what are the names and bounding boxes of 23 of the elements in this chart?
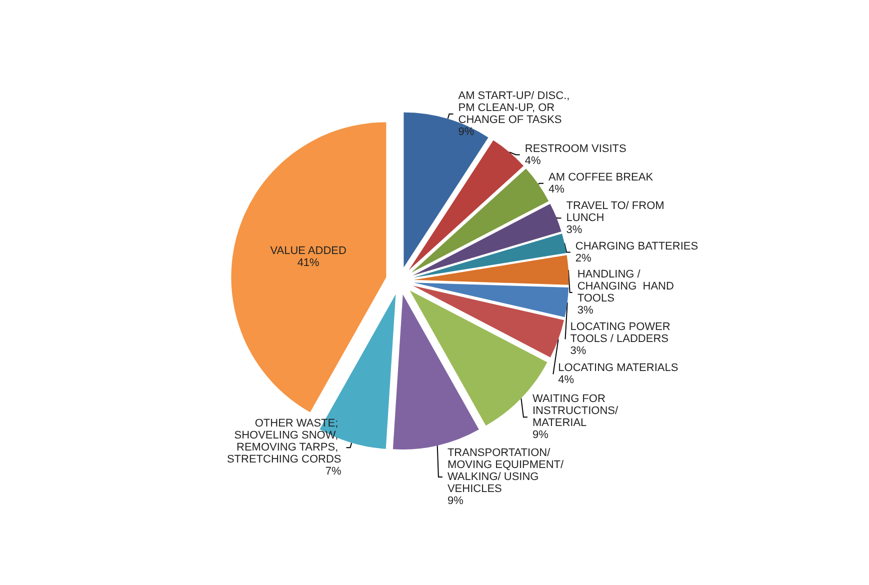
data-label: 3%: [577, 304, 594, 317]
slice-label: VALUE ADDED: [270, 244, 346, 257]
slice-label: TRANSPORTATION/ MOVING EQUIPMENT/ WALKING/ USING VEHICLES: [447, 447, 567, 496]
data-label: 3%: [566, 224, 582, 236]
data-label: 4%: [558, 374, 574, 386]
data-label: 41%: [297, 256, 320, 269]
data-label: 9%: [458, 126, 474, 138]
data-label: 9%: [532, 429, 549, 442]
slice-label: LOCATING POWER TOOLS / LADDERS: [570, 321, 674, 346]
data-label: 3%: [570, 345, 586, 358]
data-label: 2%: [575, 252, 592, 264]
slice-label: HANDLING / CHANGING HAND TOOLS: [577, 268, 677, 305]
slice-label: TRAVEL TO/ FROM LUNCH: [566, 200, 668, 224]
slice-label: WAITING FOR INSTRUCTIONS/ MATERIAL: [532, 393, 622, 430]
slice-label: AM START-UP/ DISC., PM CLEAN-UP, OR CHANGE OF TASKS: [458, 90, 573, 126]
data-label: 7%: [325, 466, 342, 478]
slice-label: RESTROOM VISITS: [524, 142, 626, 155]
data-label: 4%: [548, 183, 565, 196]
slice-label: LOCATING MATERIALS: [558, 362, 678, 374]
slice-label: CHARGING BATTERIES: [575, 240, 698, 252]
slice-label: AM COFFEE BREAK: [548, 171, 654, 184]
data-label: 4%: [524, 154, 541, 167]
data-label: 9%: [447, 495, 464, 508]
